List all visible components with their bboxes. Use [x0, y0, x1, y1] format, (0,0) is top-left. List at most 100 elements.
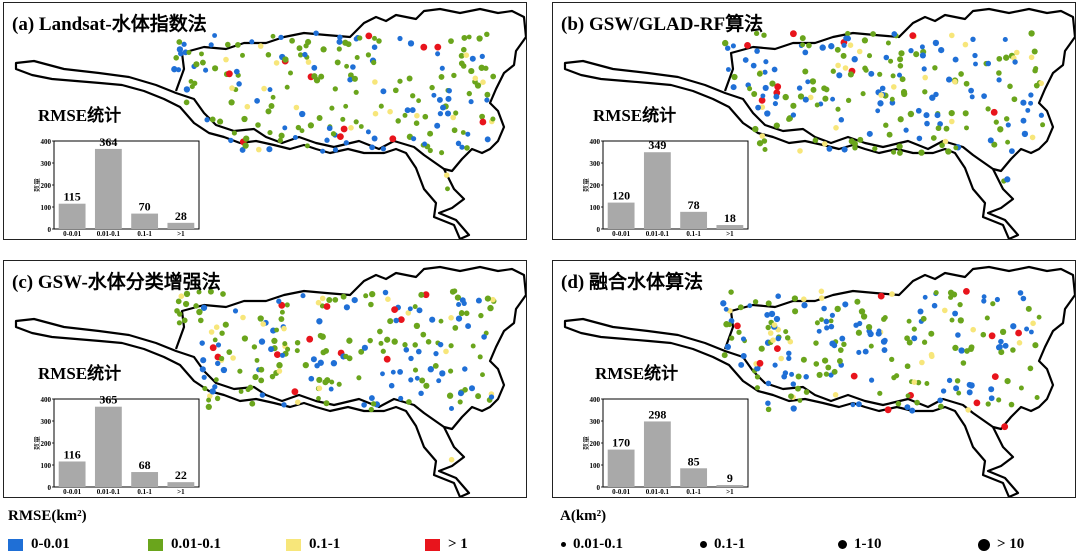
station-dot: [788, 393, 794, 400]
station-dot: [409, 107, 416, 114]
station-dot: [835, 62, 841, 69]
station-dot: [747, 86, 753, 92]
station-dot: [484, 136, 491, 143]
station-dot: [343, 140, 349, 146]
station-dot: [883, 122, 889, 128]
station-dot: [476, 35, 483, 42]
station-dot: [440, 104, 446, 111]
station-dot: [469, 55, 476, 62]
station-dot: [933, 290, 939, 296]
bar: [716, 485, 744, 487]
station-dot: [199, 340, 205, 346]
station-dot: [414, 112, 420, 119]
station-dot: [405, 310, 412, 316]
station-dot: [337, 34, 343, 40]
station-dot: [821, 305, 827, 312]
station-dot: [181, 41, 187, 47]
bar: [58, 203, 86, 229]
station-dot: [773, 93, 780, 100]
station-dot: [843, 35, 849, 42]
station-dot: [402, 112, 408, 118]
station-dot: [212, 33, 218, 38]
station-dot: [919, 52, 926, 59]
station-dot: [348, 72, 354, 79]
bar-value-label: 68: [139, 458, 151, 472]
station-dot: [330, 131, 337, 137]
station-dot: [758, 97, 766, 104]
station-dot: [435, 51, 441, 57]
station-dot: [460, 46, 467, 53]
station-dot: [946, 377, 953, 384]
station-dot: [410, 93, 416, 99]
station-dot: [406, 75, 413, 82]
station-dot: [458, 52, 465, 59]
station-dot: [183, 99, 190, 106]
station-dot: [769, 80, 776, 87]
station-dot: [315, 299, 322, 306]
station-dot: [868, 70, 875, 77]
station-dot: [294, 348, 300, 354]
station-dot: [358, 124, 364, 129]
bar: [716, 225, 744, 229]
station-dot: [932, 39, 940, 47]
station-dot: [458, 60, 465, 67]
station-dot: [306, 335, 314, 343]
station-dot: [930, 135, 937, 141]
station-dot: [782, 93, 789, 101]
rmse-stat-title: RMSE统计: [38, 106, 122, 125]
station-dot: [759, 104, 766, 110]
station-dot: [320, 349, 327, 356]
station-dot: [1002, 36, 1008, 43]
station-dot: [302, 51, 308, 58]
station-dot: [1015, 329, 1022, 337]
station-dot: [738, 361, 745, 368]
station-dot: [801, 302, 808, 309]
station-dot: [431, 92, 437, 98]
station-dot: [945, 148, 952, 155]
station-dot: [255, 122, 261, 128]
station-dot: [803, 389, 810, 395]
station-dot: [258, 338, 266, 345]
station-dot: [790, 112, 797, 118]
station-dot: [862, 348, 869, 355]
station-dot: [265, 108, 272, 115]
station-dot: [723, 306, 729, 312]
station-dot: [924, 381, 930, 386]
medium-dot-icon: [700, 541, 707, 548]
station-dot: [238, 389, 244, 394]
bar-value-label: 70: [139, 200, 151, 214]
bar: [680, 468, 708, 487]
station-dot: [403, 347, 410, 353]
station-dot: [412, 304, 418, 310]
station-dot: [240, 52, 245, 58]
panel-title: (a) Landsat-水体指数法: [12, 14, 207, 35]
station-dot: [407, 306, 413, 312]
station-dot: [952, 78, 958, 85]
station-dot: [942, 307, 948, 314]
station-dot: [803, 374, 809, 380]
station-dot: [270, 33, 276, 39]
station-dot: [764, 311, 771, 318]
station-dot: [254, 98, 260, 104]
bar: [607, 202, 635, 229]
station-dot: [839, 335, 846, 342]
station-dot: [1012, 59, 1018, 65]
station-dot: [302, 361, 309, 369]
station-dot: [439, 150, 445, 156]
station-dot: [271, 337, 278, 345]
station-dot: [477, 354, 483, 360]
station-dot: [427, 147, 433, 154]
bar-value-label: 120: [612, 189, 630, 203]
station-dot: [443, 172, 450, 178]
station-dot: [466, 34, 472, 40]
station-dot: [475, 297, 482, 304]
station-dot: [416, 98, 422, 104]
station-dot: [826, 146, 833, 152]
station-dot: [908, 47, 914, 54]
station-dot: [891, 84, 897, 90]
station-dot: [429, 84, 435, 91]
station-dot: [792, 308, 799, 315]
station-dot: [229, 85, 235, 91]
station-dot: [949, 32, 955, 39]
panel-title: (b) GSW/GLAD-RF算法: [561, 14, 764, 35]
